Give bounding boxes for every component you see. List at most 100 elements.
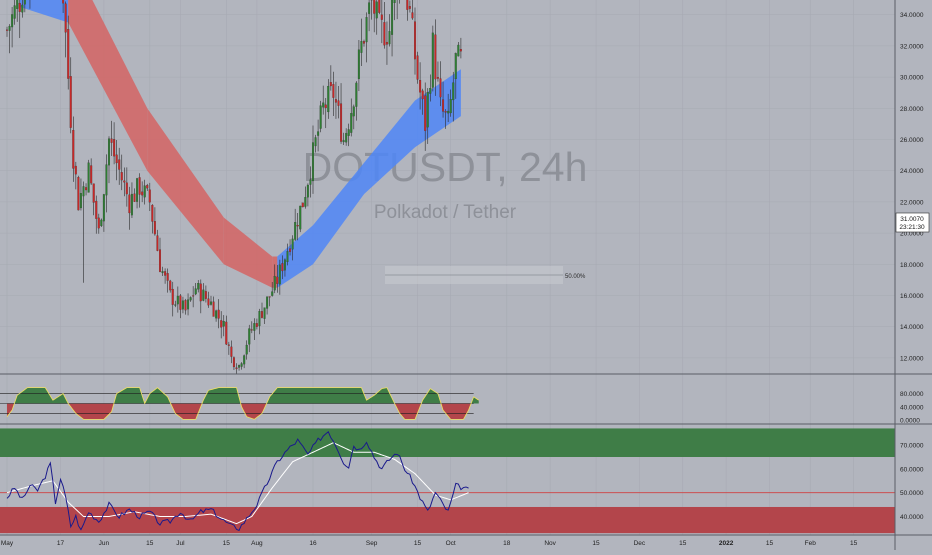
candle-up [100,220,102,226]
candle-up [246,345,248,354]
time-tick-label: 15 [592,540,600,547]
candle-up [310,180,312,185]
candle-down [134,194,136,202]
fib-level[interactable]: 50.00% [385,266,586,284]
candle-up [327,86,329,112]
time-tick-label: 15 [850,540,858,547]
candle-down [70,76,72,127]
price-tick-label: 32.0000 [900,43,924,50]
candle-up [144,186,146,197]
time-tick-label: 15 [146,540,154,547]
candle-up [174,305,176,306]
rsi-overbought-band [0,428,895,457]
candle-up [353,107,355,116]
time-tick-label: Dec [634,540,646,547]
candle-up [447,111,449,113]
candle-up [315,137,317,146]
candle-down [236,368,238,369]
candle-down [151,205,153,221]
candle-up [243,356,245,365]
candle-down [167,273,169,280]
candle-down [146,185,148,188]
candle-down [141,192,143,195]
candle-down [93,184,95,203]
price-tick-label: 14.0000 [900,324,924,331]
candle-down [363,41,365,43]
candle-down [338,101,340,106]
candle-up [24,0,26,4]
candle-up [427,92,429,127]
price-tick-label: 26.0000 [900,137,924,144]
candle-up [317,132,319,136]
fib-label: 50.00% [565,274,586,280]
candle-up [312,142,314,181]
candle-down [121,172,123,180]
candle-down [422,91,424,99]
candle-down [414,22,416,60]
candle-down [113,139,115,156]
candle-up [366,17,368,42]
time-tick-label: May [1,540,14,547]
time-tick-label: 2022 [719,540,734,547]
candle-down [205,291,207,298]
candle-down [67,29,69,78]
candle-down [220,320,222,327]
candle-up [248,329,250,345]
candle-up [190,297,192,300]
candle-down [129,195,131,213]
candle-up [223,321,225,326]
bar-countdown: 23:21:30 [899,224,925,231]
price-tick-label: 16.0000 [900,293,924,300]
price-tick-label: 24.0000 [900,168,924,175]
candle-up [131,194,133,215]
osc-tick-label: 0.0000 [900,418,920,425]
time-tick-label: Jun [99,540,110,547]
candle-up [457,45,459,56]
candle-up [376,2,378,18]
price-tick-label: 28.0000 [900,106,924,113]
time-tick-label: 15 [679,540,687,547]
candle-down [302,203,304,207]
candle-down [180,296,182,310]
candle-up [253,323,255,330]
candle-down [90,166,92,184]
price-tick-label: 22.0000 [900,199,924,206]
watermark-symbol: DOTUSDT, 24h [303,144,588,190]
candle-down [335,99,337,102]
candle-up [215,311,217,319]
time-tick-label: 16 [309,540,317,547]
candle-down [228,345,230,346]
candle-down [412,13,414,19]
osc-tick-label: 80.0000 [900,391,924,398]
candle-up [358,50,360,79]
watermark-name: Polkadot / Tether [374,202,517,223]
price-tick-label: 18.0000 [900,262,924,269]
candle-down [139,177,141,194]
candle-up [320,106,322,129]
candle-up [187,300,189,309]
candle-up [195,289,197,294]
time-tick-label: Oct [446,540,456,547]
candle-up [238,365,240,367]
candle-up [432,33,434,88]
candle-down [419,80,421,92]
time-tick-label: 17 [57,540,65,547]
candle-down [65,4,67,33]
rsi-tick-label: 70.0000 [900,443,924,450]
candle-up [264,308,266,319]
rsi-tick-label: 50.0000 [900,490,924,497]
candle-up [355,83,357,107]
candle-up [368,3,370,14]
candle-up [88,163,90,193]
candle-up [9,26,11,30]
candle-up [455,53,457,79]
candle-down [123,181,125,183]
candle-down [381,15,383,20]
candle-down [340,104,342,142]
candle-down [440,78,442,97]
candle-up [307,185,309,197]
candle-down [126,183,128,194]
time-tick-label: Sep [366,540,378,547]
